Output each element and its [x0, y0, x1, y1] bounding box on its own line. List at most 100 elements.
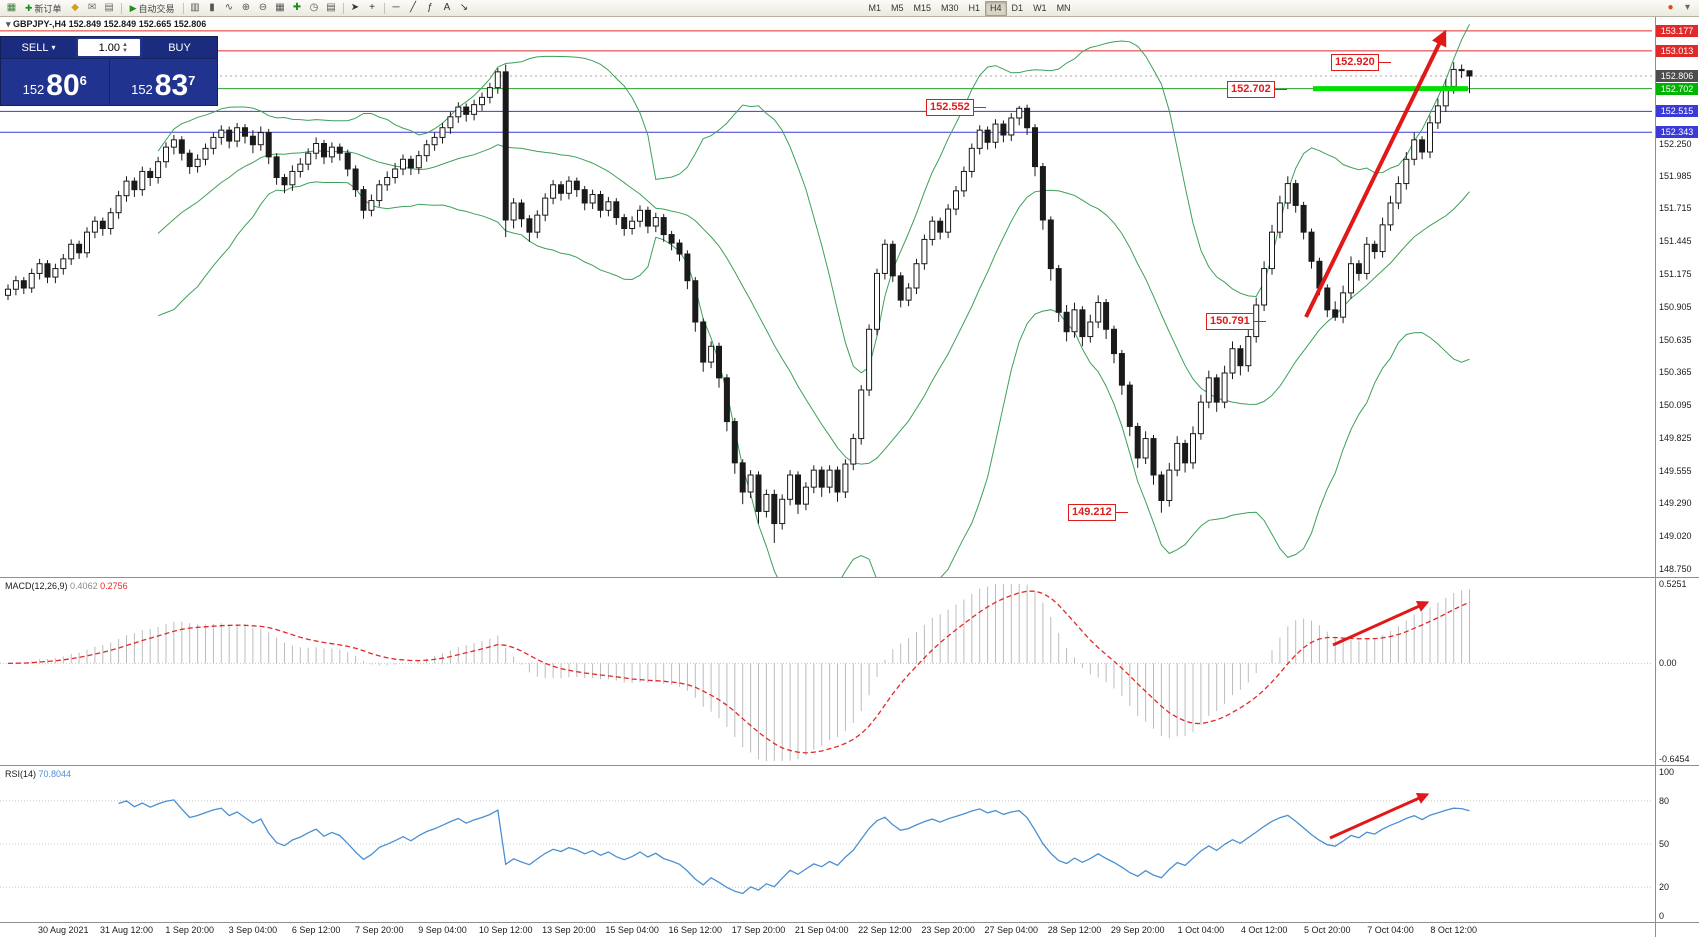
- time-axis-label: 3 Sep 04:00: [228, 925, 278, 935]
- lot-stepper[interactable]: ▲ ▼: [122, 41, 128, 54]
- text-label-icon[interactable]: A: [439, 0, 456, 16]
- community-icon[interactable]: ●: [1667, 2, 1674, 13]
- candle-body: [1079, 309, 1086, 338]
- rsi-indicator-panel[interactable]: [0, 766, 1652, 922]
- tile-windows-icon[interactable]: ▦: [272, 0, 289, 16]
- candle-body: [597, 194, 604, 211]
- candle-body: [834, 469, 841, 493]
- candle-body: [115, 195, 122, 214]
- timeframe-h4-button[interactable]: H4: [985, 0, 1007, 16]
- fibonacci-icon[interactable]: ƒ: [422, 0, 439, 16]
- timeframe-w1-button[interactable]: W1: [1033, 2, 1047, 13]
- time-axis-label: 17 Sep 20:00: [731, 925, 786, 935]
- macd-signal-value: 0.2756: [100, 581, 128, 591]
- candle-body: [44, 263, 51, 278]
- templates-icon[interactable]: ▤: [323, 0, 340, 16]
- timeframe-mn-button[interactable]: MN: [1056, 2, 1071, 13]
- candle-body: [1411, 139, 1418, 160]
- timeframe-m5-button[interactable]: M5: [890, 2, 904, 13]
- buy-button[interactable]: BUY: [142, 37, 217, 58]
- new-order-button[interactable]: ✚ 新订单: [20, 0, 67, 16]
- trend-arrow[interactable]: [1304, 29, 1447, 318]
- time-axis-label: 28 Sep 12:00: [1047, 925, 1102, 935]
- candle-body: [76, 243, 83, 254]
- sell-button[interactable]: SELL ▾: [1, 37, 76, 58]
- candle-body: [1229, 348, 1236, 374]
- cursor-icon[interactable]: ➤: [347, 0, 364, 16]
- low-value: 152.665: [138, 19, 172, 29]
- candle-body: [1118, 353, 1125, 386]
- mql5-icon[interactable]: ◆: [67, 0, 84, 16]
- lot-size-field[interactable]: ▲▼: [78, 39, 140, 56]
- candle-body: [684, 253, 691, 282]
- candle-body: [921, 238, 928, 265]
- macd-header: MACD(12,26,9) 0.4062 0.2756: [5, 581, 128, 591]
- mail-icon: ✉: [87, 2, 97, 13]
- crosshair-icon[interactable]: +: [364, 0, 381, 16]
- horizontal-line-icon[interactable]: ─: [388, 0, 405, 16]
- candle-body: [968, 147, 975, 172]
- candle-body: [194, 158, 201, 168]
- chevron-down-icon: ▾: [51, 43, 56, 52]
- sell-price-button[interactable]: 152 80 6: [1, 59, 110, 106]
- candle-body: [1308, 231, 1315, 262]
- chevron-down-icon[interactable]: ▾: [1684, 2, 1691, 13]
- candle-body: [234, 127, 241, 142]
- timeframe-d1-button[interactable]: D1: [1011, 2, 1024, 13]
- arrows-tool-icon[interactable]: ↘: [456, 0, 473, 16]
- candle-body: [1348, 263, 1354, 294]
- bollinger-lower-band: [157, 181, 1470, 577]
- candle-body: [897, 275, 904, 301]
- timeframe-m15-button[interactable]: M15: [913, 2, 931, 13]
- zoom-in-icon[interactable]: ⊕: [238, 0, 255, 16]
- timeframe-m30-button[interactable]: M30: [941, 2, 959, 13]
- candle-body: [1190, 433, 1196, 464]
- timeframe-h1-button[interactable]: H1: [968, 2, 981, 13]
- candle-body: [107, 212, 114, 229]
- candle-body: [858, 389, 865, 440]
- candle-body: [502, 71, 509, 221]
- candle-body: [652, 217, 659, 227]
- panel-separator[interactable]: [0, 577, 1699, 578]
- bar-chart-icon[interactable]: ▥: [187, 0, 204, 16]
- main-price-chart[interactable]: [0, 16, 1652, 577]
- candle-body: [455, 106, 462, 118]
- timeframe-m1-button[interactable]: M1: [868, 2, 881, 13]
- rsi-label: RSI(14): [5, 769, 37, 779]
- candle-body: [178, 139, 185, 154]
- chart-marker-icon: ▾: [6, 19, 11, 29]
- candlestick-chart-icon[interactable]: ▮: [204, 0, 221, 16]
- candle-body: [913, 263, 920, 289]
- candle-body: [1008, 117, 1015, 136]
- lot-size-input[interactable]: [78, 41, 122, 54]
- line-chart-icon[interactable]: ∿: [221, 0, 238, 16]
- candle-body: [1419, 139, 1426, 153]
- timeframe-buttons: M1 M5 M15 M30 H1 H4 D1 W1 MN: [863, 0, 1075, 16]
- candle-body: [613, 201, 620, 219]
- candle-body: [1032, 127, 1038, 168]
- candle-body: [1150, 438, 1157, 476]
- candle-body: [573, 180, 580, 191]
- candle-body: [747, 474, 754, 493]
- buy-price-button[interactable]: 152 83 7: [110, 59, 218, 106]
- autotrading-button[interactable]: ▶ 自动交易: [125, 0, 180, 16]
- candle-body: [723, 377, 730, 423]
- periods-icon[interactable]: ◷: [306, 0, 323, 16]
- indicators-icon[interactable]: ✚: [289, 0, 306, 16]
- mail-icon[interactable]: ✉: [84, 0, 101, 16]
- new-chart-icon[interactable]: ▦: [3, 0, 20, 16]
- market-watch-icon[interactable]: ▤: [101, 0, 118, 16]
- candle-body: [1134, 425, 1141, 459]
- candle-body: [960, 170, 967, 192]
- candle-body: [755, 474, 762, 512]
- zoom-out-icon[interactable]: ⊖: [255, 0, 272, 16]
- candle-body: [905, 287, 912, 301]
- trendline-icon[interactable]: ╱: [405, 0, 422, 16]
- candle-body: [471, 104, 478, 115]
- macd-trend-arrow[interactable]: [1332, 600, 1430, 647]
- trendline-icon: ╱: [409, 2, 417, 13]
- candle-body: [850, 438, 857, 465]
- rsi-trend-arrow[interactable]: [1329, 792, 1430, 840]
- panel-separator[interactable]: [0, 765, 1699, 766]
- macd-indicator-panel[interactable]: [0, 578, 1652, 765]
